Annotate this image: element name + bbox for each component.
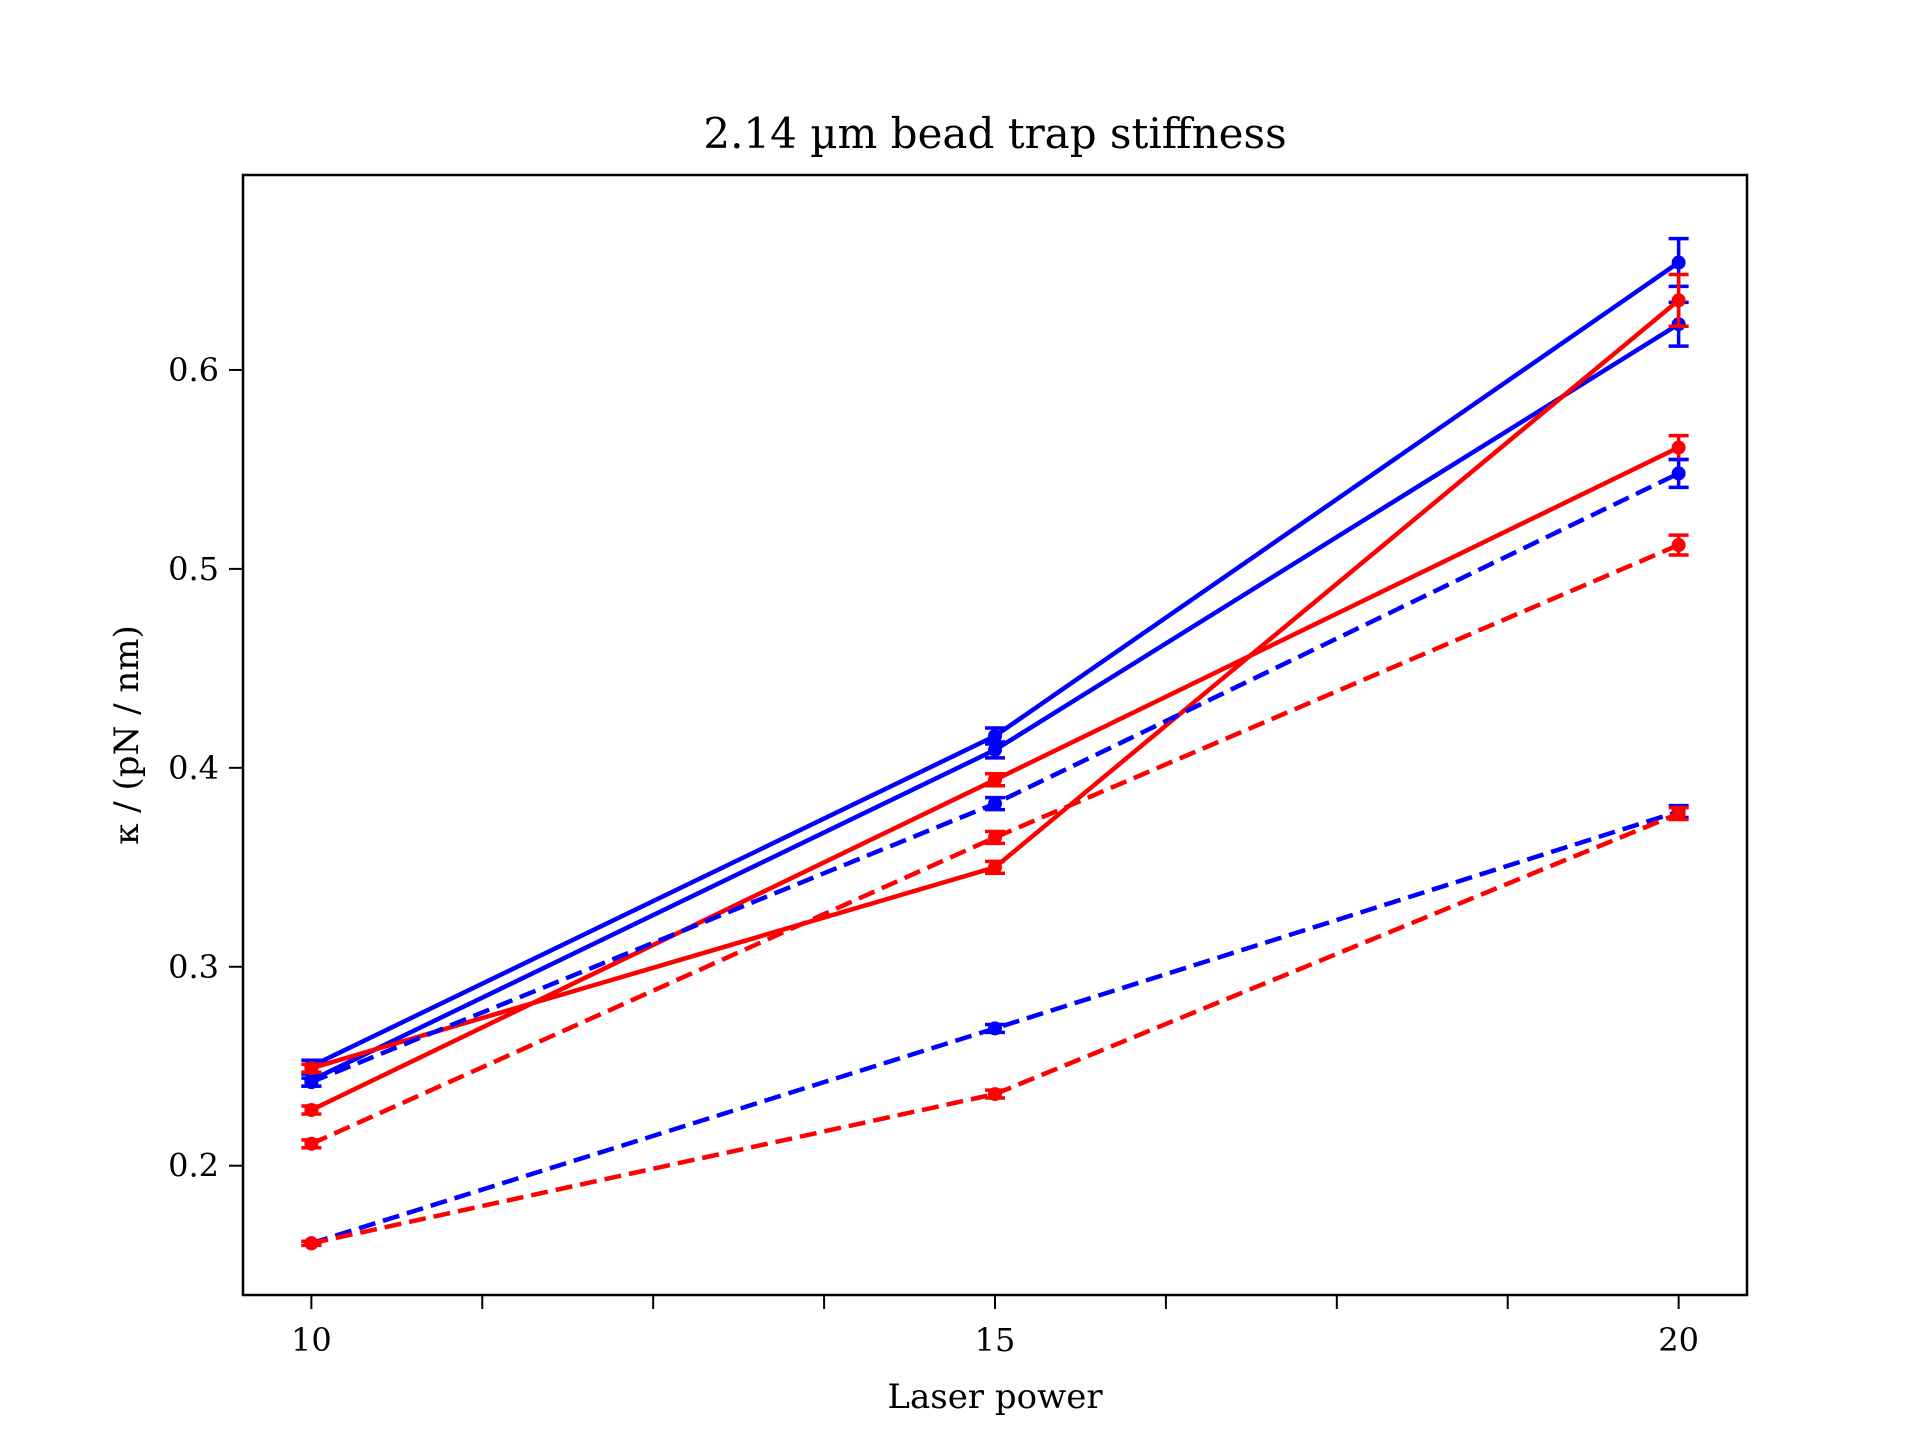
x-tick-label: 15 (975, 1321, 1016, 1359)
data-point (988, 728, 1002, 743)
data-point (988, 830, 1002, 845)
data-point (304, 1236, 319, 1251)
data-point (988, 772, 1002, 787)
x-axis-ticks: 10 15 20 (291, 1295, 1699, 1359)
data-point (1671, 806, 1686, 821)
series-5 (301, 457, 1689, 1090)
series-6 (301, 533, 1689, 1151)
data-point (988, 1087, 1002, 1102)
data-point (304, 1102, 319, 1117)
y-tick-label: 0.5 (168, 550, 219, 588)
data-point (988, 1021, 1002, 1036)
y-axis-label: κ / (pN / nm) (107, 625, 147, 845)
data-point (304, 1136, 319, 1151)
y-tick-label: 0.2 (168, 1147, 219, 1185)
chart-title: 2.14 µm bead trap stiffness (703, 109, 1286, 158)
data-point (1671, 293, 1686, 308)
data-point (1671, 255, 1686, 270)
data-point (1671, 538, 1686, 553)
y-tick-label: 0.3 (168, 948, 219, 986)
y-tick-label: 0.6 (168, 351, 219, 389)
data-point (304, 1061, 319, 1076)
series-8-line (310, 811, 1680, 1246)
x-tick-label: 10 (291, 1321, 332, 1359)
y-axis-ticks: 0.2 0.3 0.4 0.5 0.6 (168, 351, 243, 1185)
x-tick-label: 20 (1658, 1321, 1699, 1359)
data-point (988, 796, 1002, 811)
data-point (304, 1075, 319, 1090)
y-tick-label: 0.4 (168, 749, 219, 787)
data-point (988, 860, 1002, 875)
data-point (1671, 440, 1686, 455)
x-axis-label: Laser power (887, 1377, 1103, 1417)
series-8 (301, 805, 1689, 1251)
series-layer (301, 236, 1689, 1251)
series-4 (301, 433, 1689, 1117)
data-point (1671, 466, 1686, 481)
data-point (988, 742, 1002, 757)
